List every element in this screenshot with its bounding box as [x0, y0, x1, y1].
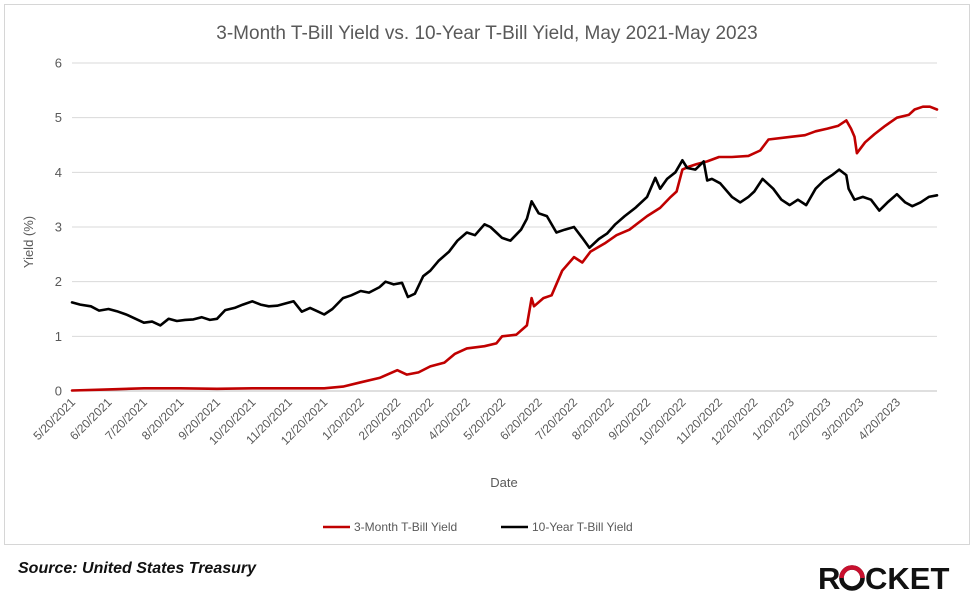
- y-tick-label: 6: [55, 56, 62, 71]
- chart-title: 3-Month T-Bill Yield vs. 10-Year T-Bill …: [216, 23, 757, 44]
- svg-text:R: R: [818, 561, 840, 596]
- series-line-10-year: [70, 159, 939, 327]
- y-tick-label: 2: [55, 274, 62, 289]
- y-tick-label: 1: [55, 329, 62, 344]
- legend-label-3-month: 3-Month T-Bill Yield: [354, 520, 457, 534]
- rocket-logo: R CKET: [818, 561, 949, 596]
- y-tick-label: 3: [55, 220, 62, 235]
- chart-frame: 3-Month T-Bill Yield vs. 10-Year T-Bill …: [4, 4, 970, 545]
- y-tick-label: 5: [55, 110, 62, 125]
- x-axis-ticks: 5/20/20216/20/20217/20/20218/20/20219/20…: [30, 395, 903, 448]
- svg-text:CKET: CKET: [865, 561, 949, 596]
- series-lines: [70, 105, 939, 392]
- y-axis-title: Yield (%): [21, 216, 36, 268]
- y-tick-label: 4: [55, 165, 62, 180]
- source-note: Source: United States Treasury: [18, 560, 257, 577]
- series-line-3-month: [70, 105, 939, 392]
- yield-chart: 3-Month T-Bill Yield vs. 10-Year T-Bill …: [21, 23, 939, 534]
- x-axis-title: Date: [490, 475, 517, 490]
- y-axis-ticks: 0 1 2 3 4 5 6: [55, 56, 62, 399]
- y-tick-label: 0: [55, 384, 62, 399]
- gridlines: [72, 62, 937, 392]
- legend-label-10-year: 10-Year T-Bill Yield: [532, 520, 633, 534]
- legend: 3-Month T-Bill Yield 10-Year T-Bill Yield: [323, 520, 633, 534]
